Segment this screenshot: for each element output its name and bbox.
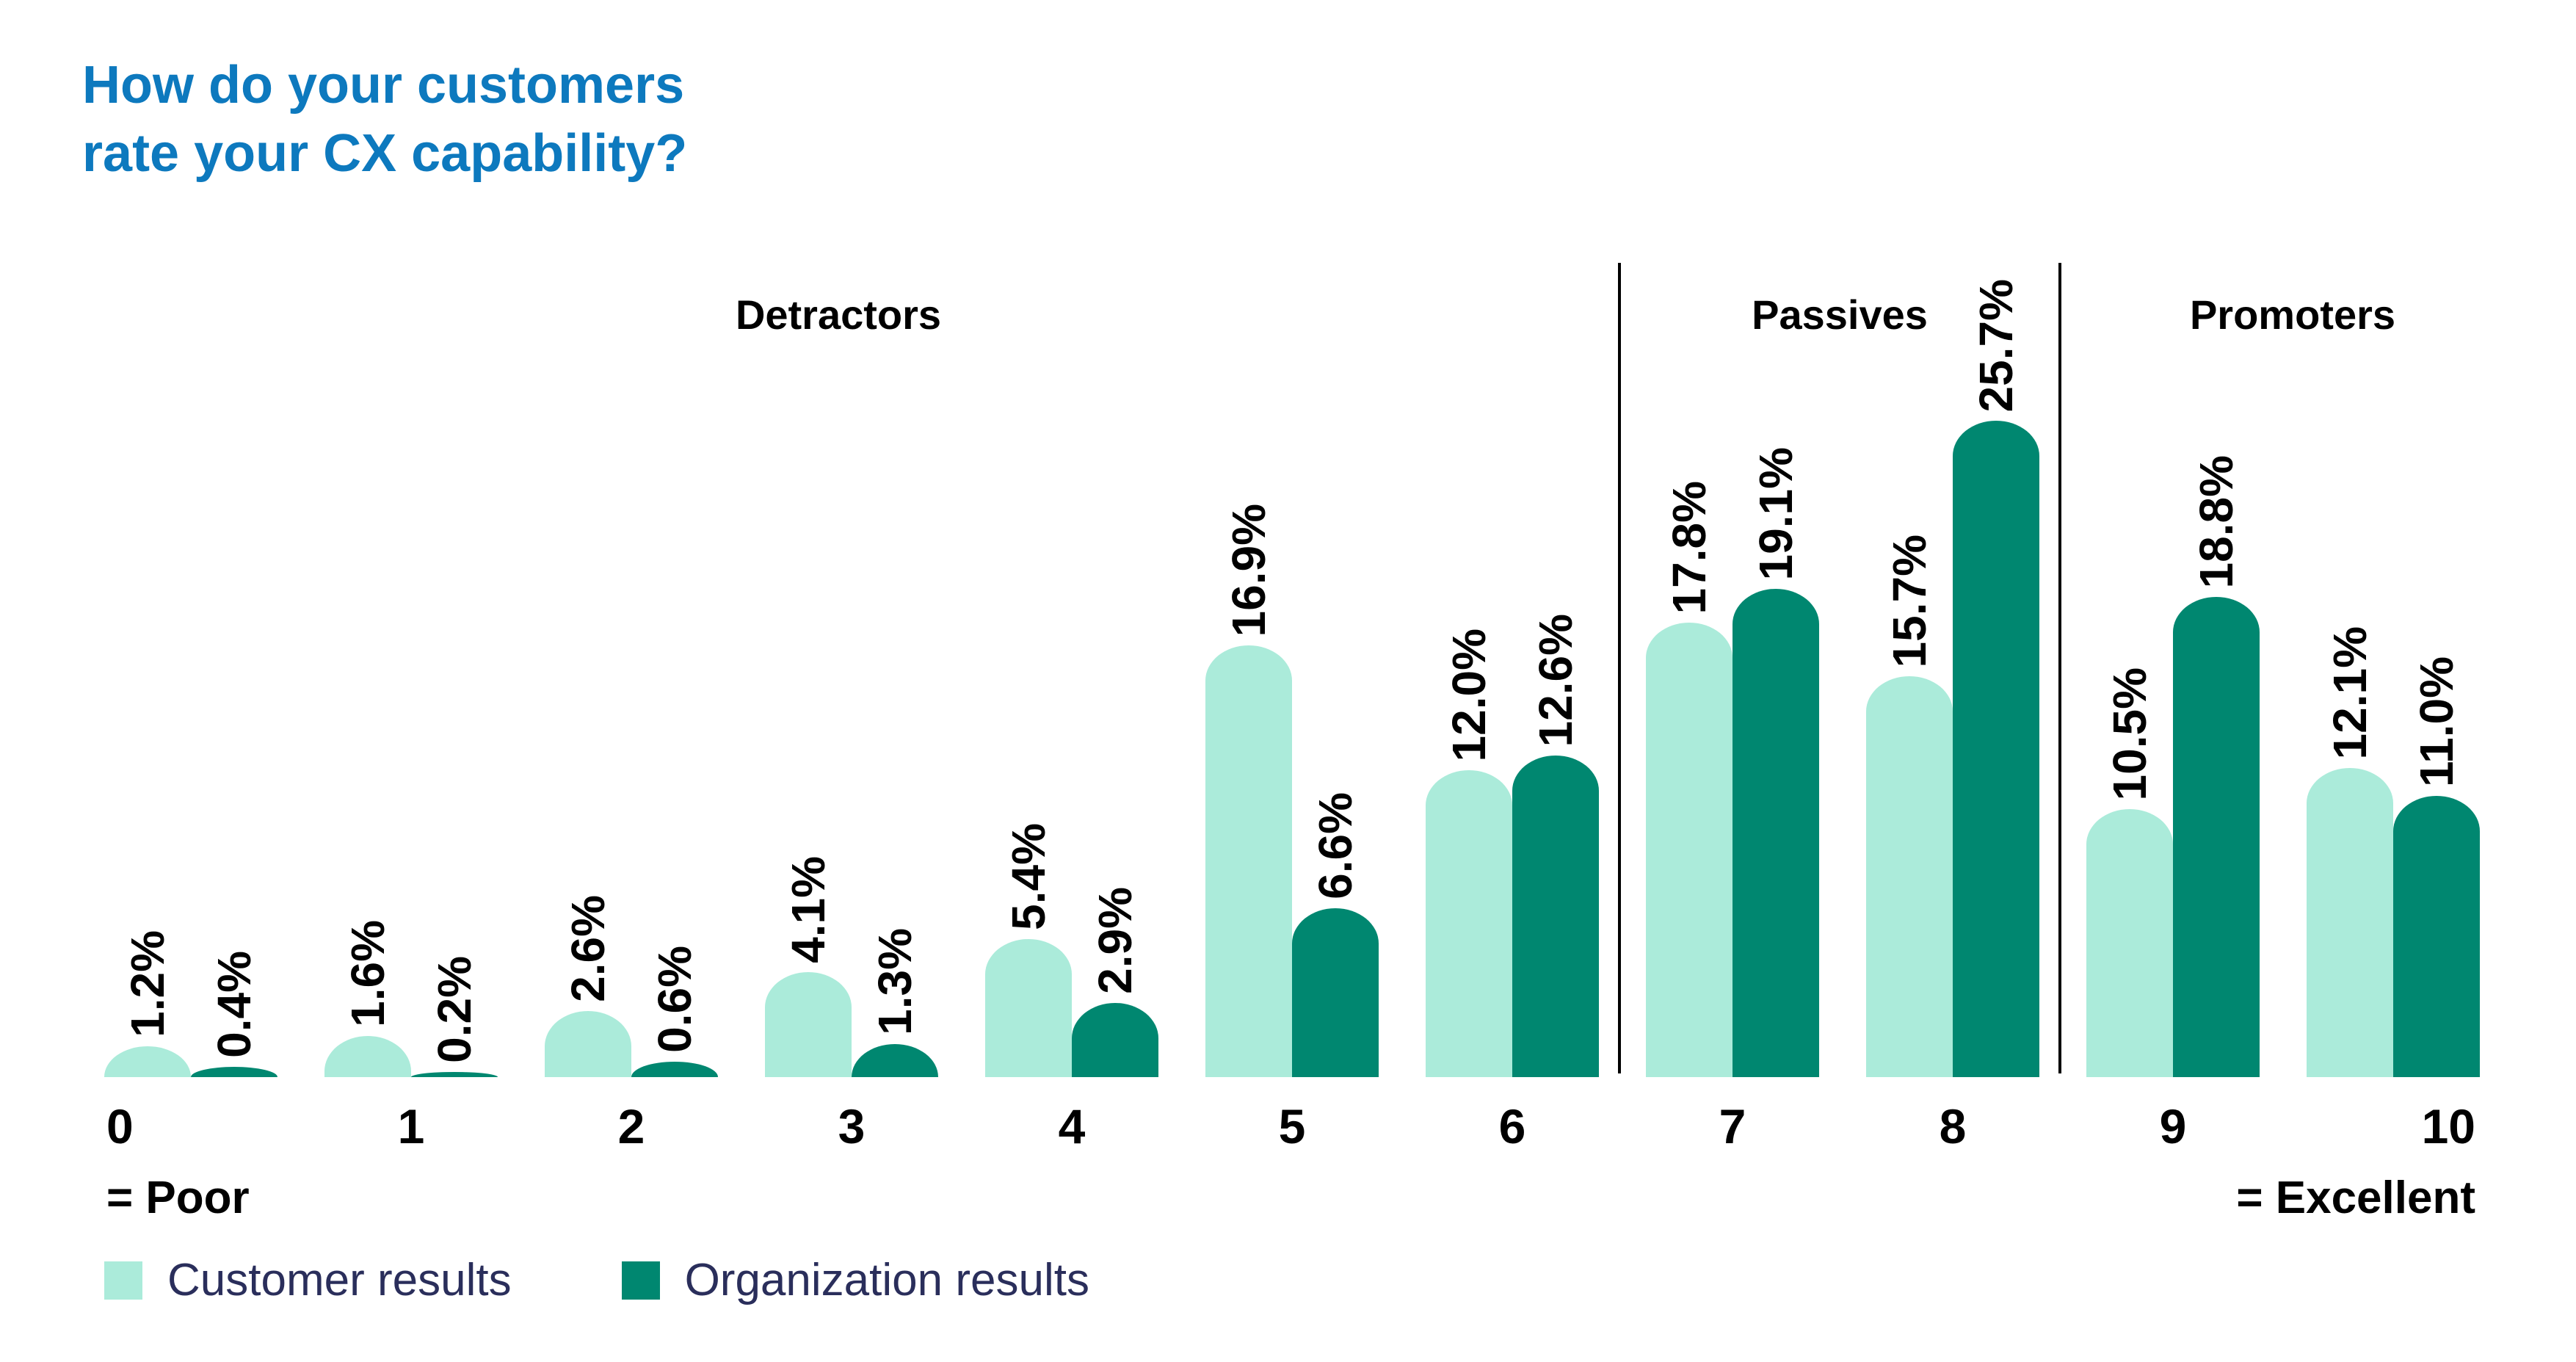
value-label-customer-8: 15.7% xyxy=(1883,534,1936,667)
bar-customer-2 xyxy=(545,1011,631,1077)
divider-detractors-passives xyxy=(1618,263,1621,1073)
bar-organization-5 xyxy=(1292,908,1379,1077)
bar-customer-9 xyxy=(2086,809,2173,1077)
x-tick-label-5: 5 xyxy=(1278,1099,1306,1153)
bar-customer-10 xyxy=(2307,768,2393,1077)
value-label-organization-8: 25.7% xyxy=(1970,278,2022,412)
x-tick-label-7: 7 xyxy=(1719,1099,1746,1153)
x-tick-label-2: 2 xyxy=(617,1099,645,1153)
bar-organization-9 xyxy=(2173,597,2260,1077)
x-tick-10-block: 10 = Excellent xyxy=(2236,1098,2475,1224)
x-axis-note-excellent: = Excellent xyxy=(2236,1173,2475,1223)
bar-organization-8 xyxy=(1953,421,2039,1077)
section-label-detractors: Detractors xyxy=(735,291,942,338)
value-label-customer-5: 16.9% xyxy=(1222,503,1275,637)
value-label-organization-2: 0.6% xyxy=(648,946,701,1053)
bar-customer-5 xyxy=(1205,645,1292,1077)
bar-organization-7 xyxy=(1733,589,1819,1077)
bar-organization-1 xyxy=(411,1072,498,1077)
bar-customer-0 xyxy=(104,1046,191,1077)
value-label-customer-3: 4.1% xyxy=(782,856,835,963)
value-label-customer-4: 5.4% xyxy=(1002,823,1055,930)
page-title: How do your customers rate your CX capab… xyxy=(82,56,688,183)
x-tick-label-4: 4 xyxy=(1058,1099,1086,1153)
divider-passives-promoters xyxy=(2058,263,2061,1073)
value-label-organization-10: 11.0% xyxy=(2410,656,2463,787)
value-label-organization-1: 0.2% xyxy=(428,956,481,1063)
value-label-customer-9: 10.5% xyxy=(2103,667,2156,800)
x-tick-label-6: 6 xyxy=(1498,1099,1526,1153)
value-label-customer-2: 2.6% xyxy=(562,895,614,1002)
legend: Customer results Organization results xyxy=(104,1258,1089,1303)
x-tick-label-0: 0 xyxy=(106,1099,134,1153)
value-label-customer-1: 1.6% xyxy=(341,920,394,1027)
section-label-promoters: Promoters xyxy=(2189,291,2396,338)
value-label-customer-7: 17.8% xyxy=(1663,480,1716,614)
x-tick-0-block: 0 = Poor xyxy=(106,1098,250,1224)
bar-customer-8 xyxy=(1866,676,1953,1077)
customer-results-swatch xyxy=(104,1261,142,1300)
bar-customer-7 xyxy=(1646,623,1733,1077)
bar-customer-1 xyxy=(324,1036,411,1077)
organization-results-swatch xyxy=(621,1261,660,1300)
bar-customer-6 xyxy=(1426,770,1512,1077)
value-label-organization-3: 1.3% xyxy=(868,928,921,1035)
bar-customer-4 xyxy=(985,939,1072,1077)
bar-organization-4 xyxy=(1072,1003,1158,1077)
x-tick-label-3: 3 xyxy=(838,1099,866,1153)
legend-label-organization: Organization results xyxy=(684,1255,1089,1305)
value-label-organization-4: 2.9% xyxy=(1089,887,1142,994)
section-label-passives: Passives xyxy=(1752,291,1928,338)
legend-item-organization: Organization results xyxy=(621,1255,1089,1305)
bar-organization-2 xyxy=(631,1062,718,1077)
bar-organization-3 xyxy=(852,1044,938,1077)
x-axis-note-poor: = Poor xyxy=(106,1173,250,1223)
bar-organization-0 xyxy=(191,1067,277,1077)
value-label-organization-6: 12.6% xyxy=(1529,613,1582,747)
value-label-customer-6: 12.0% xyxy=(1443,628,1495,761)
legend-item-customer: Customer results xyxy=(104,1258,512,1303)
x-tick-label-8: 8 xyxy=(1939,1099,1967,1153)
value-label-customer-10: 12.1% xyxy=(2323,626,2376,759)
value-label-organization-7: 19.1% xyxy=(1749,446,1802,580)
value-label-organization-9: 18.8% xyxy=(2190,454,2243,588)
x-tick-label-9: 9 xyxy=(2159,1099,2187,1153)
bar-organization-10 xyxy=(2393,796,2480,1077)
value-label-organization-0: 0.4% xyxy=(208,951,261,1058)
value-label-organization-5: 6.6% xyxy=(1309,792,1362,899)
value-label-customer-0: 1.2% xyxy=(121,930,174,1037)
x-tick-label-10: 10 xyxy=(2421,1099,2475,1153)
x-tick-label-1: 1 xyxy=(397,1099,425,1153)
bar-organization-6 xyxy=(1512,756,1599,1077)
bar-customer-3 xyxy=(765,972,852,1077)
legend-label-customer: Customer results xyxy=(167,1255,512,1305)
